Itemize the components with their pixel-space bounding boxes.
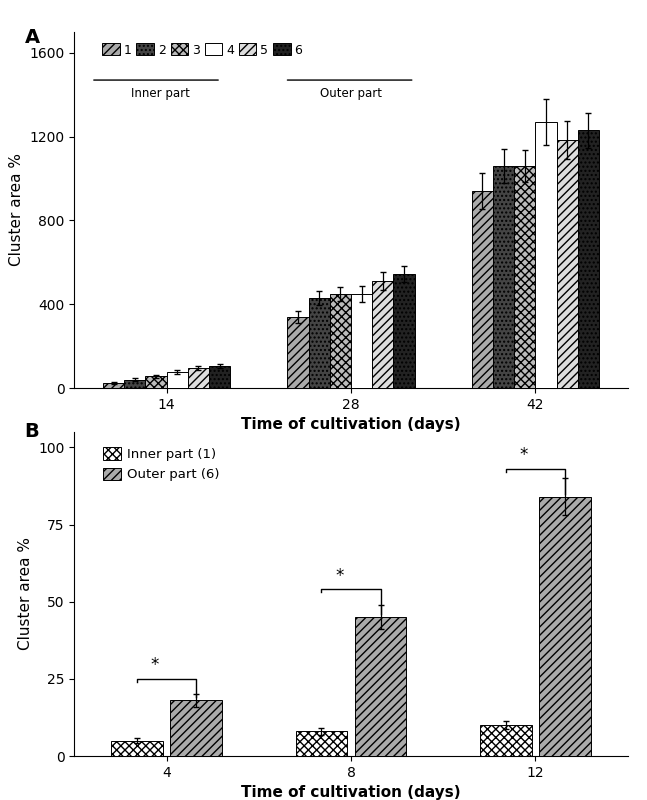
Bar: [393, 274, 415, 388]
Bar: [355, 617, 406, 756]
Bar: [480, 725, 532, 756]
Bar: [146, 377, 167, 388]
Text: *: *: [520, 446, 528, 464]
Bar: [209, 366, 230, 388]
Text: A: A: [25, 29, 39, 47]
Bar: [539, 497, 591, 756]
Bar: [514, 166, 536, 388]
Bar: [351, 294, 372, 388]
Bar: [556, 140, 578, 388]
Bar: [188, 368, 209, 388]
Bar: [170, 701, 222, 756]
Bar: [372, 282, 393, 388]
Text: *: *: [151, 656, 159, 674]
Bar: [124, 380, 146, 388]
Text: Outer part: Outer part: [320, 87, 382, 100]
Bar: [472, 191, 493, 388]
Y-axis label: Cluster area %: Cluster area %: [17, 538, 33, 650]
Text: Inner part: Inner part: [131, 87, 190, 100]
Legend: 1, 2, 3, 4, 5, 6: 1, 2, 3, 4, 5, 6: [97, 38, 307, 62]
Text: B: B: [25, 422, 39, 442]
Bar: [103, 382, 124, 388]
Bar: [493, 166, 514, 388]
Bar: [536, 122, 556, 388]
Bar: [287, 317, 309, 388]
Legend: Inner part (1), Outer part (6): Inner part (1), Outer part (6): [98, 442, 225, 486]
Bar: [167, 372, 188, 388]
Bar: [296, 731, 347, 756]
Bar: [111, 741, 163, 756]
X-axis label: Time of cultivation (days): Time of cultivation (days): [241, 418, 461, 432]
Text: *: *: [335, 566, 344, 585]
Bar: [309, 298, 330, 388]
X-axis label: Time of cultivation (days): Time of cultivation (days): [241, 786, 461, 800]
Y-axis label: Cluster area %: Cluster area %: [9, 154, 24, 266]
Bar: [578, 130, 599, 388]
Bar: [330, 294, 351, 388]
